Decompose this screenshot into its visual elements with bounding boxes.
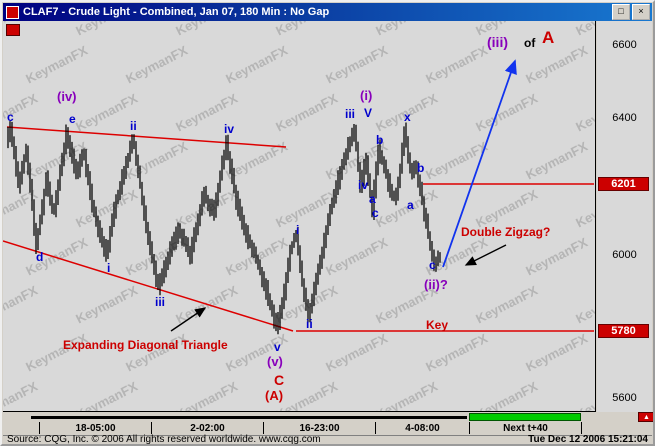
wave-label: d — [36, 250, 44, 264]
price-axis-label: 6600 — [612, 39, 637, 51]
status-source-text: Source: CQG, Inc. © 2006 All rights rese… — [7, 434, 321, 445]
time-axis: 18-05:00 2-02:00 16-23:00 4-08:00 Next t+40 — [3, 422, 597, 435]
scroll-to-latest-button[interactable]: ▲ — [638, 412, 653, 422]
wave-label: Expanding Diagonal Triangle — [63, 338, 228, 352]
app-icon — [6, 5, 19, 19]
wave-label: (A) — [265, 388, 284, 403]
chart-plot-area[interactable]: KeymanFX KeymanFX KeymanFX KeymanFX KeymanFX… — [3, 21, 596, 412]
wave-label: a — [407, 198, 414, 212]
zigzag-pointer-arrow — [464, 244, 507, 266]
wave-label: (iv) — [57, 89, 77, 104]
time-axis-label: 2-02:00 — [151, 422, 263, 434]
price-series — [7, 121, 441, 335]
scroll-thumb[interactable] — [31, 416, 467, 419]
status-bar: Source: CQG, Inc. © 2006 All rights rese… — [3, 434, 652, 445]
trendline-lower-diagonal — [3, 240, 294, 332]
wave-label: of — [524, 36, 536, 50]
wave-label: x — [404, 110, 411, 124]
wave-label: v — [274, 340, 281, 354]
wave-label: a — [369, 192, 376, 206]
chart-scrollbar[interactable]: ▲ — [3, 412, 653, 422]
close-button[interactable]: × — [632, 4, 650, 20]
time-axis-label: 4-08:00 — [375, 422, 469, 434]
status-clock: Tue Dec 12 2006 15:21:04 — [528, 434, 648, 445]
price-axis-label: 6400 — [612, 112, 637, 124]
wave-label: c — [429, 258, 436, 272]
time-axis-tick — [581, 422, 582, 434]
time-axis-label: Next t+40 — [469, 422, 581, 434]
wave-label: iv — [358, 178, 369, 192]
next-bar-indicator — [469, 413, 581, 421]
chart-corner-button[interactable] — [6, 24, 20, 36]
wave-label: V — [364, 106, 373, 120]
trendline-upper-diagonal — [6, 126, 287, 148]
maximize-button[interactable]: □ — [612, 4, 630, 20]
price-axis-label: 5600 — [612, 392, 637, 404]
price-axis-label: 6000 — [612, 249, 637, 261]
wave-label: b — [376, 133, 384, 147]
wave-label: c — [372, 206, 379, 220]
wave-label: (i) — [360, 88, 373, 103]
wave-label: (v) — [267, 354, 283, 369]
wave-label: i — [107, 261, 111, 275]
wave-label: b — [417, 161, 425, 175]
wave-label: iv — [224, 122, 235, 136]
price-chart-svg — [3, 59, 594, 335]
wave-label: ii — [130, 119, 137, 133]
wave-label: (iii) — [487, 34, 508, 50]
wave-label: iii — [345, 107, 356, 121]
price-level-badge: 5780 — [598, 324, 649, 338]
title-bar[interactable]: CLAF7 - Crude Light - Combined, Jan 07, … — [3, 3, 652, 21]
wave-label: c — [7, 110, 14, 124]
time-axis-label: 18-05:00 — [39, 422, 151, 434]
wave-label: C — [274, 372, 285, 388]
wave-label: Double Zigzag? — [461, 225, 551, 239]
window-title: CLAF7 - Crude Light - Combined, Jan 07, … — [23, 6, 330, 18]
price-axis: 6600 6400 6000 5600 6201 5780 — [597, 21, 652, 412]
wave-label: ii — [306, 317, 313, 331]
price-level-badge: 6201 — [598, 177, 649, 191]
wave-label: A — [542, 28, 555, 47]
wave-label: e — [69, 112, 76, 126]
wave-label: Key — [426, 318, 449, 332]
triangle-pointer-arrow — [170, 307, 207, 332]
wave-label: i — [296, 223, 300, 237]
wave-label: iii — [155, 295, 166, 309]
projection-arrow — [442, 59, 517, 268]
wave-label: (ii)? — [424, 277, 448, 292]
time-axis-label: 16-23:00 — [263, 422, 375, 434]
